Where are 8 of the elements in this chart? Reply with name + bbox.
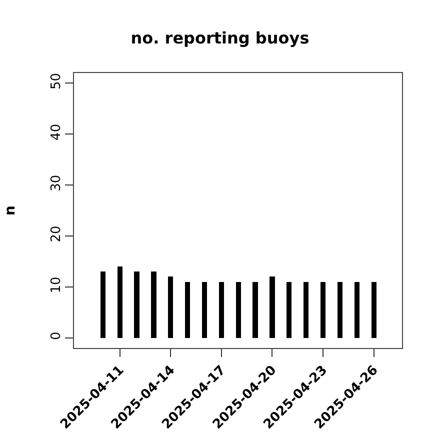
y-tick-label: 0 [48, 332, 64, 340]
y-tick-label: 50 [48, 72, 64, 90]
y-axis-title: n [2, 206, 18, 216]
y-tick-label: 40 [48, 124, 64, 140]
y-tick-label: 30 [48, 174, 64, 192]
y-tick-label: 10 [48, 276, 64, 294]
chart-title: no. reporting buoys [130, 28, 310, 48]
y-tick-label: 20 [48, 226, 64, 242]
